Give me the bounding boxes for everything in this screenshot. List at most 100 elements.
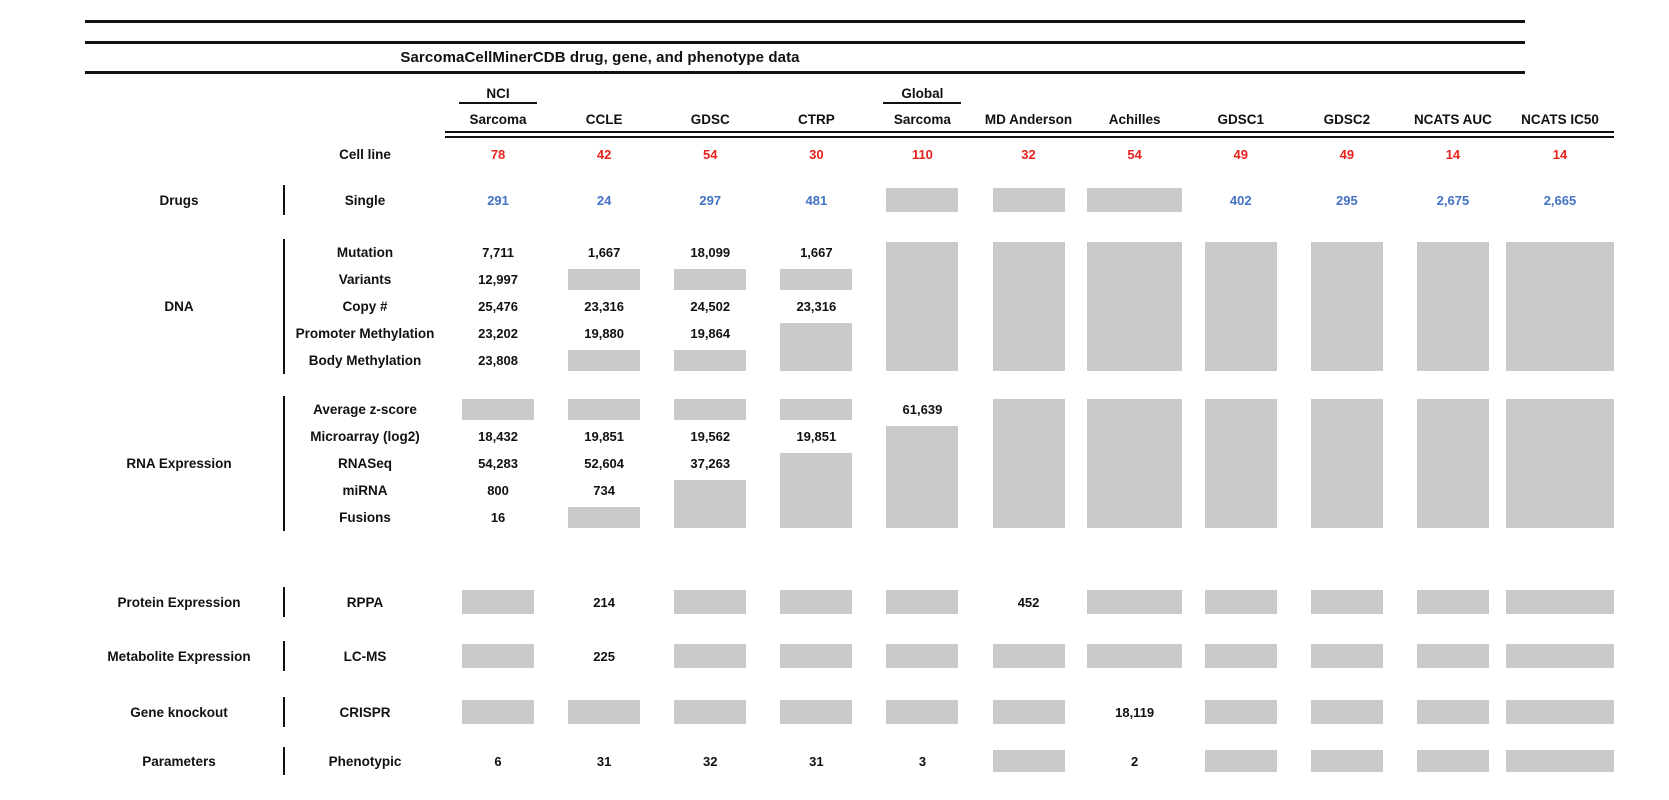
row-label: Single (344, 192, 386, 208)
missing-data-box (568, 350, 641, 371)
column-header: GDSC2 (1323, 112, 1371, 127)
missing-data-box (780, 453, 853, 528)
row-label: Copy # (342, 299, 388, 314)
missing-data-box (1087, 188, 1183, 212)
missing-data-box (462, 700, 535, 724)
missing-data-box (568, 269, 641, 290)
column-header: CTRP (797, 112, 835, 127)
value-cell: 23,202 (478, 326, 518, 341)
value-cell: 19,851 (584, 429, 625, 444)
missing-data-box (1505, 750, 1614, 772)
missing-data-box (1310, 700, 1383, 724)
top-rule (85, 20, 1525, 23)
row-label: miRNA (342, 483, 388, 498)
missing-data-box (1416, 242, 1489, 371)
value-cell: 402 (1229, 192, 1252, 208)
value-cell: 19,562 (690, 429, 731, 444)
missing-data-box (992, 644, 1065, 668)
value-cell: 19,851 (796, 429, 837, 444)
missing-data-box (1416, 399, 1489, 528)
missing-data-box (780, 323, 853, 371)
value-cell: 37,263 (690, 456, 731, 471)
missing-data-box (568, 700, 641, 724)
value-cell: 295 (1335, 192, 1358, 208)
missing-data-box (1310, 590, 1383, 614)
missing-data-box (674, 480, 747, 528)
category-label: Parameters (0, 747, 285, 775)
cell-line-count: 30 (809, 146, 824, 162)
column-header: Sarcoma (469, 112, 527, 127)
missing-data-box (992, 750, 1065, 772)
missing-data-box (1505, 644, 1614, 668)
missing-data-box (1505, 700, 1614, 724)
column-header-top: NCI (445, 80, 551, 104)
missing-data-box (1416, 644, 1489, 668)
cell-line-count: 49 (1339, 146, 1355, 162)
category-label: DNA (0, 239, 285, 374)
cell-line-count: 42 (596, 146, 612, 162)
value-cell: 31 (809, 753, 824, 769)
cell-line-count: 32 (1021, 146, 1036, 162)
missing-data-box (1204, 644, 1277, 668)
missing-data-box (992, 399, 1065, 528)
value-cell: 25,476 (478, 299, 518, 314)
value-cell: 3 (918, 753, 927, 769)
value-cell: 214 (593, 594, 615, 610)
missing-data-box (1204, 242, 1277, 371)
missing-data-box (1310, 242, 1383, 371)
missing-data-box (1087, 242, 1183, 371)
value-cell: 52,604 (584, 456, 625, 471)
value-cell: 32 (703, 753, 718, 769)
column-header: GDSC1 (1217, 112, 1264, 127)
missing-data-box (780, 269, 853, 290)
value-cell: 23,808 (478, 353, 518, 368)
missing-data-box (992, 242, 1065, 371)
value-cell: 18,119 (1115, 704, 1155, 720)
category-label: Drugs (0, 185, 285, 215)
missing-data-box (568, 507, 641, 528)
category-label: Metabolite Expression (0, 641, 285, 671)
row-label: Promoter Methylation (295, 326, 435, 341)
cell-line-count: 110 (911, 146, 933, 162)
missing-data-box (1204, 700, 1277, 724)
missing-data-box (886, 590, 959, 614)
missing-data-box (886, 242, 959, 371)
column-header: Achilles (1108, 112, 1161, 127)
value-cell: 1,667 (587, 245, 621, 260)
missing-data-box (1505, 399, 1614, 528)
value-cell: 481 (805, 192, 828, 208)
row-label: Microarray (log2) (310, 429, 420, 444)
cell-line-count: 54 (703, 146, 718, 162)
column-header: MD Anderson (984, 112, 1073, 127)
row-label: Phenotypic (328, 753, 402, 769)
missing-data-box (1087, 644, 1183, 668)
value-cell: 18,099 (690, 245, 731, 260)
missing-data-box (674, 350, 747, 371)
missing-data-box (1416, 750, 1489, 772)
value-cell: 12,997 (478, 272, 518, 287)
value-cell: 18,432 (478, 429, 518, 444)
missing-data-box (1087, 590, 1183, 614)
value-cell: 16 (490, 510, 506, 525)
value-cell: 19,880 (584, 326, 625, 341)
value-cell: 24,502 (690, 299, 731, 314)
value-cell: 2,675 (1436, 192, 1470, 208)
value-cell: 734 (593, 483, 615, 498)
category-label: Gene knockout (0, 697, 285, 727)
missing-data-box (1416, 590, 1489, 614)
value-cell: 19,864 (690, 326, 731, 341)
missing-data-box (674, 399, 747, 420)
missing-data-box (1204, 590, 1277, 614)
column-header: GDSC (690, 112, 730, 127)
row-label: Variants (338, 272, 392, 287)
missing-data-box (568, 399, 641, 420)
missing-data-box (674, 644, 747, 668)
value-cell: 31 (596, 753, 612, 769)
value-cell: 61,639 (902, 402, 943, 417)
column-header: CCLE (585, 112, 623, 127)
figure-title: SarcomaCellMinerCDB drug, gene, and phen… (400, 49, 800, 66)
value-cell: 2,665 (1543, 192, 1577, 208)
missing-data-box (462, 399, 535, 420)
row-label: Cell line (339, 146, 391, 162)
missing-data-box (780, 590, 853, 614)
